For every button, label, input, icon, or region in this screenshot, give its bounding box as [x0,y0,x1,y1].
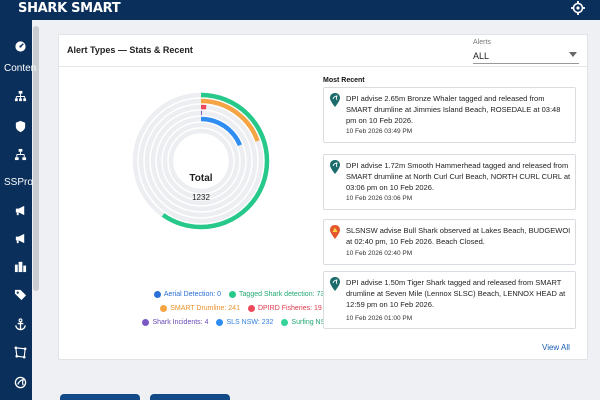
sidebar-item-locations[interactable] [0,256,40,276]
ring-track [162,122,240,200]
sidebar-item-sspro[interactable]: SSPro [0,172,40,192]
ring-arc-shark-incidents[interactable] [150,110,252,212]
alerts-filter-select[interactable]: ALL [473,51,490,61]
anchor-icon [14,317,26,330]
alert-timestamp: 10 Feb 2026 03:49 PM [346,128,413,135]
sidebar-item-shield[interactable] [0,116,40,136]
megaphone-icon [15,205,24,215]
recent-alert-item[interactable]: DPI advise 1.72m Smooth Hammerhead tagge… [323,154,576,210]
city-icon [14,261,26,272]
sidebar-item-sharks[interactable] [0,372,40,392]
ring-arc-tagged-shark-detection[interactable] [132,92,270,230]
bottom-action-button[interactable] [150,394,230,400]
alert-timestamp: 10 Feb 2026 02:40 PM [346,250,413,257]
warning-pin-icon [330,225,340,239]
most-recent-heading: Most Recent [323,77,365,84]
ring-track [168,128,234,194]
gear-icon[interactable] [570,0,586,16]
alert-text: DPI advise 2.65m Bronze Whaler tagged an… [346,94,561,125]
alert-timestamp: 10 Feb 2026 01:00 PM [346,315,413,322]
sidebar-item-tags[interactable] [0,284,40,304]
sidebar-item-label: SSPro [4,176,33,188]
bottom-action-button[interactable] [60,394,140,400]
legend-shark-incidents[interactable]: Shark Incidents: 4 [142,318,208,326]
dashboard-icon [14,40,26,52]
sidebar-item-content[interactable]: Conten [0,58,40,78]
shark-pin-icon [330,277,340,291]
view-all-link[interactable]: View All [542,343,570,352]
sidebar-item-network[interactable] [0,144,40,164]
legend-sls-nsw[interactable]: SLS NSW: 232 [216,318,273,326]
alerts-filter-label: Alerts [473,39,491,46]
ring-arc-sls-nsw[interactable] [156,116,246,206]
card-header: Alert Types — Stats & Recent Alerts ALL [59,35,587,67]
brand-logo[interactable]: SHARK SMART [18,1,121,16]
alert-types-donut-chart [132,92,270,230]
sidebar-item-label: Conten [4,62,37,74]
sidebar-item-drumlines[interactable] [0,314,40,334]
ring-arc-smart-drumline[interactable] [138,98,264,224]
polygon-icon [14,346,26,358]
sidebar-item-hierarchy[interactable] [0,86,40,106]
sidebar-scrollbar[interactable] [33,26,39,291]
alert-text: SLSNSW advise Bull Shark observed at Lak… [346,226,571,246]
sidebar-item-zones[interactable] [0,342,40,362]
network-icon [14,148,26,160]
sidebar-item-alerts[interactable] [0,228,40,248]
donut-total-value: 1232 [192,193,210,202]
shark-pin-icon [330,93,340,107]
legend-tagged-shark-detection[interactable]: Tagged Shark detection: 736 [229,290,328,298]
shark-icon [14,376,26,388]
megaphone-icon [15,233,24,243]
legend-dpird-fisheries[interactable]: DPIRD Fisheries: 19 [247,304,322,312]
legend-smart-drumline[interactable]: SMART Drumline: 241 [160,304,240,312]
recent-alert-item[interactable]: DPI advise 2.65m Bronze Whaler tagged an… [323,87,576,143]
alert-types-card: Alert Types — Stats & Recent Alerts ALL … [58,34,588,360]
alert-text: DPI advise 1.50m Tiger Shark tagged and … [346,278,566,309]
legend-surfing-nsw[interactable]: Surfing NSW: 0 [281,318,340,326]
top-bar: SHARK SMART [0,0,600,20]
shield-icon [15,120,25,132]
sidebar-item-announcements[interactable] [0,200,40,220]
recent-alert-item[interactable]: SLSNSW advise Bull Shark observed at Lak… [323,219,576,265]
shark-pin-icon [330,160,340,174]
chart-legend: Aerial Detection: 0 Tagged Shark detecti… [121,287,361,329]
recent-alert-item[interactable]: DPI advise 1.50m Tiger Shark tagged and … [323,271,576,329]
card-title: Alert Types — Stats & Recent [67,45,193,55]
ring-arc-dpird-fisheries[interactable] [144,104,258,218]
hierarchy-icon [14,90,26,101]
alert-text: DPI advise 1.72m Smooth Hammerhead tagge… [346,161,571,192]
tags-icon [14,289,26,300]
donut-center-label: Total [189,173,213,184]
alerts-filter-underline [473,63,579,64]
sidebar-item-dashboard[interactable] [0,36,40,56]
chevron-down-icon[interactable] [569,52,577,58]
alert-timestamp: 10 Feb 2026 03:06 PM [346,195,413,202]
legend-aerial-detection[interactable]: Aerial Detection: 0 [153,290,221,298]
